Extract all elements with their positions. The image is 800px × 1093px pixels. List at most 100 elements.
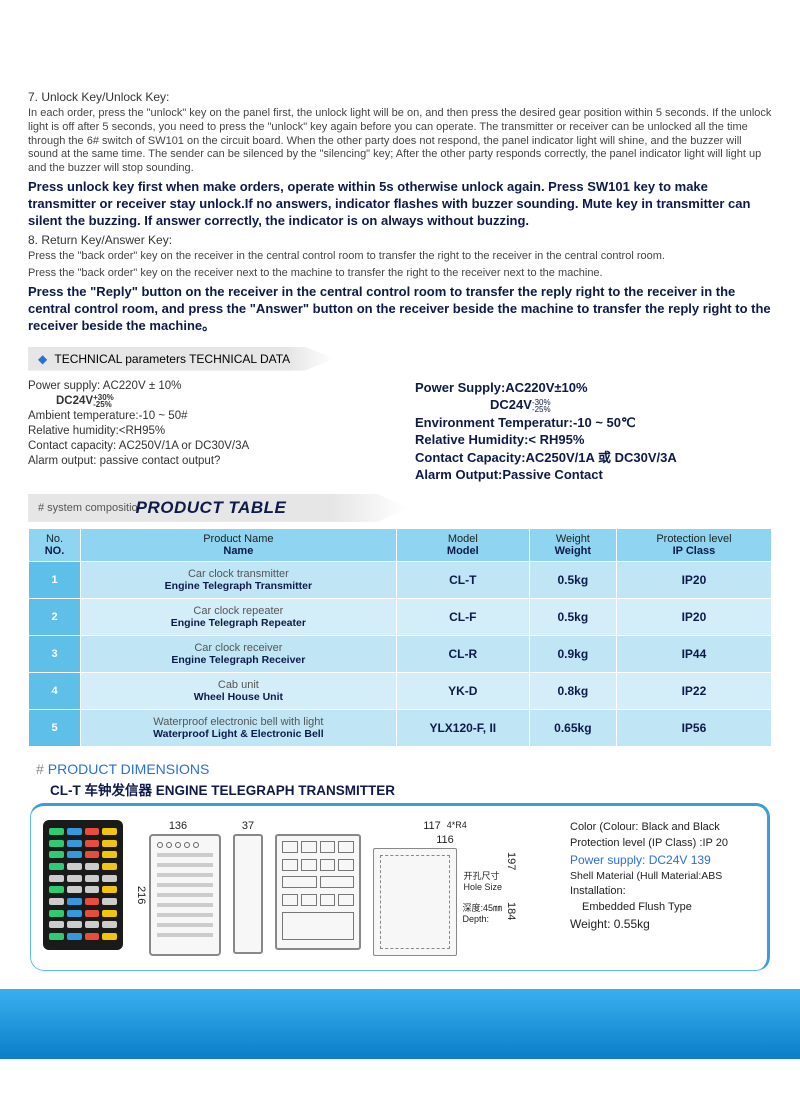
cell-no: 2 [29, 598, 81, 635]
led-indicator [49, 863, 64, 870]
dim-117: 117 [423, 820, 441, 832]
cell-model: CL-F [396, 598, 529, 635]
tech-right-col: Power Supply:AC220V±10% DC24V-30% -25% E… [415, 379, 772, 484]
led-indicator [49, 851, 64, 858]
led-indicator [49, 898, 64, 905]
section-7-body: In each order, press the "unlock" key on… [28, 107, 772, 176]
led-indicator [102, 921, 117, 928]
cell-ip: IP20 [616, 598, 771, 635]
led-indicator [102, 840, 117, 847]
led-indicator [102, 875, 117, 882]
cell-model: CL-R [396, 635, 529, 672]
product-table: No.NO. Product NameName ModelModel Weigh… [28, 528, 772, 747]
spec-install-type: Embedded Flush Type [582, 900, 755, 916]
led-indicator [67, 840, 82, 847]
led-indicator [85, 898, 100, 905]
outline-4: 开孔尺寸 Hole Size 深度:45㎜ Depth: [373, 848, 457, 956]
led-indicator [85, 875, 100, 882]
cell-ip: IP56 [616, 709, 771, 746]
depth-label: 深度:45㎜ Depth: [462, 901, 502, 924]
th-name: Product NameName [81, 528, 397, 561]
led-indicator [85, 933, 100, 940]
section-8-body2: Press the "back order" key on the receiv… [28, 267, 772, 281]
product-table-grey: # system compositio [38, 502, 138, 514]
cell-ip: IP44 [616, 635, 771, 672]
tech-r5: Contact Capacity:AC250V/1A 或 DC30V/3A [415, 449, 772, 467]
section-8-bold: Press the "Reply" button on the receiver… [28, 284, 772, 335]
led-indicator [67, 863, 82, 870]
led-indicator [49, 933, 64, 940]
th-model: ModelModel [396, 528, 529, 561]
diagrams-group: 136 216 37 [43, 820, 560, 956]
diagram-outline-front: 136 216 [135, 820, 221, 956]
dim-184: 184 [505, 902, 517, 952]
led-indicator [67, 921, 82, 928]
diagram-outline-back [275, 820, 361, 950]
table-header-row: No.NO. Product NameName ModelModel Weigh… [29, 528, 772, 561]
document-page: 7. Unlock Key/Unlock Key: In each order,… [0, 0, 800, 971]
cell-no: 3 [29, 635, 81, 672]
led-indicator [102, 863, 117, 870]
tech-r6: Alarm Output:Passive Contact [415, 466, 772, 484]
technical-data-header: ◆ TECHNICAL parameters TECHNICAL DATA [28, 347, 335, 371]
cell-no: 5 [29, 709, 81, 746]
dimensions-box: 136 216 37 [30, 803, 770, 971]
dim-37: 37 [242, 820, 254, 832]
table-row: 4Cab unitWheel House UnitYK-D0.8kgIP22 [29, 672, 772, 709]
table-row: 5Waterproof electronic bell with lightWa… [29, 709, 772, 746]
outline-2 [233, 834, 263, 954]
led-indicator [85, 910, 100, 917]
led-indicator [49, 875, 64, 882]
spec-power: Power supply: DC24V 139 [570, 852, 755, 869]
cell-no: 1 [29, 561, 81, 598]
cell-name: Cab unitWheel House Unit [81, 672, 397, 709]
led-indicator [85, 921, 100, 928]
hash-icon: # [36, 761, 44, 777]
cell-name: Car clock transmitterEngine Telegraph Tr… [81, 561, 397, 598]
spec-weight: Weight: 0.55kg [570, 916, 755, 933]
section-8-body1: Press the "back order" key on the receiv… [28, 250, 772, 264]
cell-name: Car clock repeaterEngine Telegraph Repea… [81, 598, 397, 635]
tech-r4: Relative Humidity:< RH95% [415, 431, 772, 449]
tech-r3: Environment Temperatur:-10 ~ 50℃ [415, 414, 772, 432]
spec-ip: Protection level (IP Class) :IP 20 [570, 836, 755, 852]
footer-bar [0, 989, 800, 1059]
specs-block: Color (Colour: Black and Black Protectio… [570, 820, 755, 934]
led-indicator [67, 886, 82, 893]
led-indicator [85, 828, 100, 835]
tech-left-col: Power supply: AC220V ± 10% DC24V+30% -25… [28, 379, 385, 484]
led-indicator [102, 828, 117, 835]
section-8-title: 8. Return Key/Answer Key: [28, 233, 772, 247]
led-indicator [85, 863, 100, 870]
led-indicator [67, 851, 82, 858]
spec-color: Color (Colour: Black and Black [570, 820, 755, 836]
led-indicator [102, 886, 117, 893]
tech-l2: DC24V+30% -25% [56, 394, 385, 409]
led-indicator [49, 828, 64, 835]
dim-216: 216 [135, 886, 147, 904]
technical-header-text: TECHNICAL parameters TECHNICAL DATA [54, 352, 290, 366]
th-weight: WeightWeight [529, 528, 616, 561]
table-row: 2Car clock repeaterEngine Telegraph Repe… [29, 598, 772, 635]
outline-3 [275, 834, 361, 950]
section-7-bold: Press unlock key first when make orders,… [28, 179, 772, 230]
technical-columns: Power supply: AC220V ± 10% DC24V+30% -25… [28, 379, 772, 484]
product-table-header: # system compositio PRODUCT TABLE [28, 494, 408, 522]
cell-weight: 0.9kg [529, 635, 616, 672]
cell-model: YK-D [396, 672, 529, 709]
led-indicator [102, 910, 117, 917]
cell-weight: 0.5kg [529, 598, 616, 635]
led-indicator [85, 840, 100, 847]
cell-ip: IP22 [616, 672, 771, 709]
led-indicator [85, 851, 100, 858]
tech-l4: Relative humidity:<RH95% [28, 424, 385, 439]
tech-r1: Power Supply:AC220V±10% [415, 379, 772, 397]
led-indicator [49, 921, 64, 928]
led-indicator [67, 910, 82, 917]
led-indicator [102, 851, 117, 858]
tech-l6: Alarm output: passive contact output? [28, 454, 385, 469]
led-indicator [49, 886, 64, 893]
cell-model: CL-T [396, 561, 529, 598]
diagram-panel-photo [43, 820, 123, 950]
th-ip: Protection levelIP Class [616, 528, 771, 561]
